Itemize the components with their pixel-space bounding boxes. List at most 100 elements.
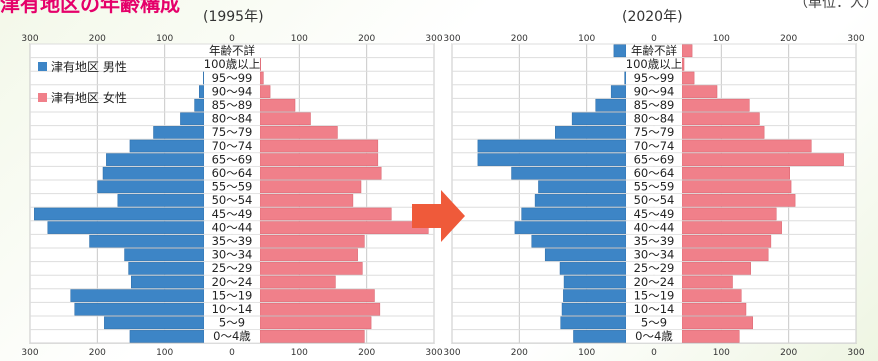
top-tick-label: 0 <box>651 34 657 44</box>
age-label: 50～54 <box>634 193 675 207</box>
female-bar <box>681 44 693 58</box>
male-bar <box>560 316 627 330</box>
male-bar <box>573 330 627 343</box>
age-label-bg <box>204 58 260 71</box>
age-label: 80～84 <box>212 112 253 126</box>
top-tick-label: 200 <box>511 34 528 44</box>
male-bar <box>610 85 627 98</box>
male-bar <box>538 180 627 194</box>
age-label-bg <box>626 302 682 316</box>
male-bar <box>153 126 205 139</box>
male-bar <box>74 302 205 316</box>
male-bar <box>47 221 205 234</box>
age-label: 60～64 <box>634 166 675 180</box>
female-bar <box>259 194 354 207</box>
age-label: 10～14 <box>634 302 675 316</box>
female-bar <box>259 330 365 343</box>
top-tick-label: 100 <box>156 34 173 44</box>
male-bar <box>199 85 205 98</box>
top-tick-label: 300 <box>21 34 38 44</box>
page-title: 津有地区の年齢構成 <box>0 0 180 16</box>
age-label-bg <box>204 112 260 126</box>
female-bar <box>681 166 790 180</box>
age-label-bg <box>204 221 260 234</box>
male-bar <box>102 166 205 180</box>
bottom-tick-label: 300 <box>21 348 38 358</box>
female-bar <box>259 221 429 234</box>
bottom-tick-label: 100 <box>156 348 173 358</box>
female-bar <box>681 234 772 248</box>
age-label: 25～29 <box>634 261 675 275</box>
age-label-bg <box>204 289 260 302</box>
female-bar <box>259 289 375 302</box>
top-tick-label: 100 <box>291 34 308 44</box>
age-label-bg <box>626 194 682 207</box>
top-tick-label: 300 <box>425 34 442 44</box>
age-label-bg <box>204 302 260 316</box>
age-label: 95～99 <box>634 71 675 85</box>
age-label: 50～54 <box>212 193 253 207</box>
male-bar <box>571 112 627 126</box>
age-label: 75～79 <box>634 125 675 139</box>
legend-male-label: 津有地区 男性 <box>51 60 127 74</box>
top-tick-label: 100 <box>713 34 730 44</box>
male-bar <box>129 330 205 343</box>
age-label-bg <box>204 275 260 289</box>
age-label: 100歳以上 <box>626 57 682 71</box>
age-label-bg <box>204 180 260 194</box>
age-label-bg <box>626 262 682 275</box>
male-bar <box>477 153 627 166</box>
age-label-bg <box>204 194 260 207</box>
age-label-bg <box>204 330 260 343</box>
legend-female-swatch <box>38 93 47 102</box>
age-label: 65～69 <box>212 152 253 166</box>
male-bar <box>534 194 627 207</box>
female-bar <box>259 302 381 316</box>
age-label: 75～79 <box>212 125 253 139</box>
age-label: 20～24 <box>634 275 675 289</box>
male-bar <box>104 316 205 330</box>
age-label-bg <box>204 153 260 166</box>
female-bar <box>681 221 782 234</box>
top-tick-label: 200 <box>358 34 375 44</box>
male-bar <box>70 289 205 302</box>
female-bar <box>681 58 685 71</box>
age-label: 95～99 <box>212 71 253 85</box>
male-bar <box>595 98 627 112</box>
top-tick-label: 200 <box>89 34 106 44</box>
unit-label: （単位：人） <box>794 0 878 11</box>
age-label: 年齢不詳 <box>209 44 255 58</box>
arrow-right-icon <box>412 190 465 242</box>
age-label-bg <box>204 248 260 262</box>
male-bar <box>180 112 205 126</box>
male-bar <box>117 194 205 207</box>
male-bar <box>544 248 627 262</box>
age-label: 55～59 <box>212 180 253 194</box>
age-label-bg <box>626 98 682 112</box>
male-bar <box>613 44 627 58</box>
age-label: 25～29 <box>212 261 253 275</box>
female-bar <box>681 71 695 85</box>
age-label: 35～39 <box>634 234 675 248</box>
age-label-bg <box>626 289 682 302</box>
female-bar <box>259 139 379 153</box>
age-label-bg <box>626 234 682 248</box>
female-bar <box>681 98 750 112</box>
age-label-bg <box>204 139 260 153</box>
top-tick-label: 300 <box>847 34 864 44</box>
male-bar <box>521 207 627 221</box>
age-label-bg <box>626 85 682 98</box>
age-label: 0～4歳 <box>213 329 251 343</box>
female-bar <box>681 316 753 330</box>
age-label: 55～59 <box>634 180 675 194</box>
male-bar <box>531 234 627 248</box>
age-label: 年齢不詳 <box>631 44 677 58</box>
age-label: 85～89 <box>634 98 675 112</box>
age-label-bg <box>626 221 682 234</box>
age-label-bg <box>626 126 682 139</box>
bottom-tick-label: 200 <box>780 348 797 358</box>
age-label: 70～74 <box>634 139 675 153</box>
age-label-bg <box>204 44 260 58</box>
age-label: 40～44 <box>212 220 253 234</box>
male-bar <box>128 262 205 275</box>
